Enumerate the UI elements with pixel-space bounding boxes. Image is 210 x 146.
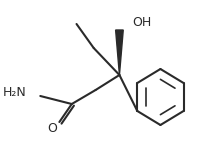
Text: OH: OH [132,15,151,28]
Text: H₂N: H₂N [3,86,27,99]
Polygon shape [116,30,123,75]
Text: O: O [47,121,57,134]
